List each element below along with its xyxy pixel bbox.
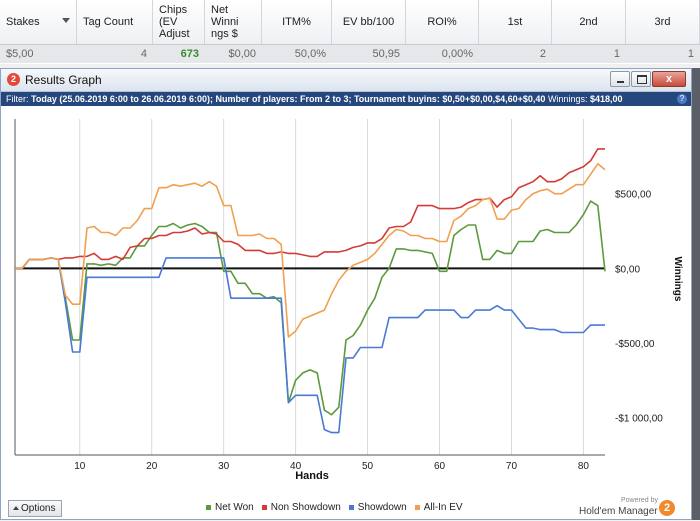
legend-item[interactable]: Non Showdown [261,502,341,513]
column-header-1st[interactable]: 1st [479,0,552,44]
column-header-roi[interactable]: ROI% [406,0,479,44]
legend-label: Showdown [357,502,407,513]
column-header-2nd[interactable]: 2nd [552,0,626,44]
y-tick-label: -$500,00 [615,339,655,350]
brand-name: Hold'em Manager [579,506,658,517]
column-header-label: ROI% [427,16,457,28]
options-button[interactable]: Options [8,500,62,517]
minimize-button[interactable] [610,71,630,87]
winnings-value: $418,00 [589,94,623,104]
y-tick-label: $500,00 [615,190,652,201]
app-logo-icon: 2 [7,73,20,86]
column-header-itm[interactable]: ITM% [262,0,332,44]
legend-label: Net Won [215,502,254,513]
stats-header-row: Stakes Tag Count Chips (EV Adjust Net Wi… [0,0,700,45]
column-header-tag-count[interactable]: Tag Count [77,0,153,44]
x-axis-label: Hands [295,470,329,482]
column-header-label: Net Winni ngs $ [211,4,239,40]
x-tick-label: 40 [290,461,302,472]
x-tick-label: 60 [434,461,446,472]
series-line-showdown [15,257,605,434]
column-header-label: EV bb/100 [342,16,395,28]
y-tick-label: -$1 000,00 [615,414,663,425]
cell-net-winnings: $0,00 [228,48,256,60]
filter-text: Today (25.06.2019 6:00 to 26.06.2019 6:0… [31,94,546,104]
results-graph-window: 2 Results Graph x Filter: Today (25.06.2… [0,68,692,520]
y-axis-label: Winnings [672,257,683,302]
close-icon: x [665,73,673,85]
series-line-net-won [15,200,606,416]
chart-area: $500,00 $0,00 -$500,00 -$1 000,00 10 20 30 40 5… [1,107,691,521]
column-header-chips-ev[interactable]: Chips (EV Adjust [153,0,205,44]
column-header-label: Chips (EV Adjust [159,4,190,40]
chart-legend: Net Won Non Showdown Showdown All-In EV [206,502,471,513]
cell-itm: 50,0% [294,48,326,60]
powered-by-text: Powered by [621,497,658,504]
column-header-net-winnings[interactable]: Net Winni ngs $ [205,0,262,44]
series-line-non-showdown [15,148,605,270]
column-header-label: 3rd [654,16,671,28]
x-tick-label: 30 [218,461,230,472]
x-tick-label: 50 [362,461,374,472]
stats-table: Stakes Tag Count Chips (EV Adjust Net Wi… [0,0,700,64]
x-tick-label: 80 [578,461,590,472]
x-tick-label: 20 [146,461,158,472]
window-title: Results Graph [25,73,102,87]
options-label: Options [21,503,56,514]
column-header-label: 1st [507,16,523,28]
legend-swatch [261,504,267,510]
legend-item[interactable]: Showdown [348,502,407,513]
cell-roi: 0,00% [441,48,473,60]
cell-chips-ev: 673 [180,48,199,60]
legend-swatch [206,504,211,510]
column-header-ev-bb[interactable]: EV bb/100 [332,0,406,44]
window-titlebar[interactable]: 2 Results Graph x [1,69,691,92]
close-button[interactable]: x [652,71,686,87]
cell-2nd: 1 [613,48,620,60]
series-line-all-in-ev [15,162,606,338]
legend-label: All-In EV [423,502,463,513]
dropdown-arrow-icon[interactable] [62,18,70,23]
hm2-logo-icon: 2 [659,500,675,516]
legend-label: Non Showdown [270,502,341,513]
filter-bar: Filter: Today (25.06.2019 6:00 to 26.06.… [1,92,691,106]
help-icon[interactable]: ? [677,94,687,104]
cell-1st: 2 [539,48,546,60]
results-chart: $500,00 $0,00 -$500,00 -$1 000,00 10 20 30 40 5… [14,119,683,482]
plot-background [15,119,605,455]
x-tick-label: 10 [74,461,86,472]
legend-item[interactable]: Net Won [206,502,254,513]
y-tick-label: $0,00 [615,264,640,275]
table-row[interactable]: $5,00 4 673 $0,00 50,0% 50,95 0,00% 2 1 … [0,45,700,63]
column-header-3rd[interactable]: 3rd [626,0,700,44]
background-panel [692,68,700,520]
x-tick-label: 70 [506,461,518,472]
legend-swatch [414,504,420,510]
cell-3rd: 1 [687,48,694,60]
cell-ev-bb: 50,95 [372,48,400,60]
cell-stakes: $5,00 [6,48,34,60]
legend-item[interactable]: All-In EV [414,502,463,513]
column-header-label: Tag Count [83,16,134,28]
column-header-label: Stakes [6,16,40,28]
legend-swatch [348,504,354,510]
filter-label: Filter: [6,94,29,104]
column-header-label: ITM% [282,16,311,28]
winnings-label: Winnings: [547,94,588,104]
cell-tag-count: 4 [140,48,147,60]
triangle-up-icon [13,506,19,510]
column-header-label: 2nd [579,16,598,28]
brand-logo: Powered by Hold'em Manager 2 [579,497,689,519]
maximize-button[interactable] [631,71,651,87]
column-header-stakes[interactable]: Stakes [0,0,77,44]
